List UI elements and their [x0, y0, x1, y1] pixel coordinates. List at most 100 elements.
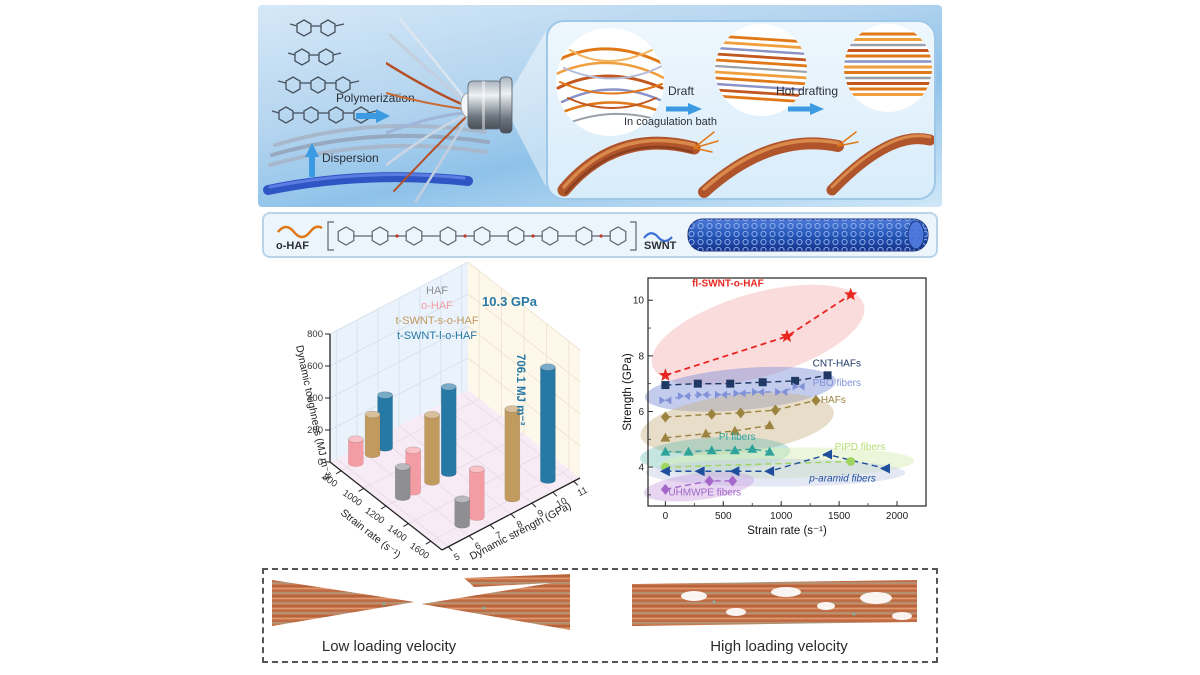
polymerization-arrow-icon	[356, 109, 390, 123]
series-line	[665, 293, 852, 377]
molecule-strip: o-HAF SWNT	[262, 212, 938, 258]
monomer-structures-diagram	[271, 19, 377, 124]
series-region	[651, 284, 865, 386]
svg-text:7: 7	[494, 530, 504, 542]
series-label: UHMWPE fibers	[668, 487, 741, 498]
svg-text:0: 0	[663, 511, 669, 522]
bar-cylinder	[440, 383, 457, 477]
series-label: PI fibers	[719, 432, 756, 443]
coagulation-label: In coagulation bath	[624, 116, 717, 128]
series-region	[643, 471, 755, 502]
extrusion-cone	[512, 31, 546, 187]
bar-cylinder	[424, 411, 440, 486]
bar-cylinder	[377, 391, 393, 452]
bar-cylinder	[364, 410, 381, 459]
swnt-label: SWNT	[644, 240, 677, 252]
loading-velocity-panel: Low loading velocity High loading veloci…	[262, 568, 938, 663]
series-label: p-aramid fibers	[808, 474, 876, 485]
svg-text:600: 600	[307, 361, 323, 372]
series-points	[659, 382, 805, 405]
series-line	[665, 460, 851, 468]
series-points	[660, 443, 775, 456]
dispersion-arrow-icon	[305, 143, 319, 177]
series-region	[644, 366, 837, 412]
svg-text:200: 200	[307, 425, 323, 436]
legend-item: HAF	[426, 285, 448, 297]
series-line	[665, 374, 828, 386]
svg-text:800: 800	[307, 329, 323, 340]
series-label: CNT-HAFs	[813, 358, 861, 369]
strength-strain-rate-svg: fl-SWNT-o-HAF CNT-HAFs PBO fibers HAFs PI fi…	[622, 277, 927, 537]
series-label: PBO fibers	[813, 378, 861, 389]
svg-text:6: 6	[638, 407, 644, 418]
drafting-panel: Draft In coagulation bath Hot drafting	[546, 20, 936, 200]
high-velocity-label: High loading velocity	[710, 638, 848, 655]
polymer-chain-structure	[327, 221, 637, 251]
svg-text:11: 11	[576, 485, 590, 499]
fiber-inset-tangled	[556, 28, 664, 136]
svg-text:400: 400	[307, 393, 323, 404]
ohaf-label: o-HAF	[276, 240, 309, 252]
legend-item: o-HAF	[421, 300, 453, 312]
series-points	[660, 394, 821, 423]
svg-text:4: 4	[638, 463, 644, 474]
series-line	[665, 453, 886, 472]
svg-text:5: 5	[452, 551, 462, 563]
legend-item: t-SWNT-s-o-HAF	[395, 315, 479, 327]
swnt-squiggle	[643, 232, 673, 243]
annotation-toughness: 706.1 MJ m⁻³	[514, 354, 526, 426]
chain-oxygen-dots	[395, 234, 603, 238]
svg-text:8: 8	[515, 519, 525, 531]
bar-cylinder	[469, 465, 485, 521]
series-points	[660, 475, 738, 495]
series-points	[661, 371, 832, 390]
spinneret-device	[460, 76, 513, 134]
bar-cylinder	[394, 463, 411, 501]
low-velocity-image	[272, 574, 570, 630]
svg-text:Strength (GPa): Strength (GPa)	[622, 353, 634, 431]
bar-cylinder	[504, 405, 521, 503]
legend-item: t-SWNT-l-o-HAF	[396, 330, 478, 342]
series-label: PIPD fibers	[835, 442, 886, 453]
dynamic-toughness-3d-chart: 0 200 400 600 800 800 1000 1200 1400 1600 5 6 7 8 9 10 1…	[266, 261, 606, 568]
svg-text:500: 500	[715, 511, 732, 522]
svg-text:9: 9	[536, 508, 546, 520]
series-label: HAFs	[821, 395, 846, 406]
series-line	[665, 424, 770, 439]
low-velocity-label: Low loading velocity	[321, 638, 457, 655]
svg-text:10: 10	[554, 496, 568, 511]
svg-text:1500: 1500	[828, 511, 851, 522]
svg-text:6: 6	[473, 540, 483, 552]
series-label: fl-SWNT-o-HAF	[692, 278, 764, 289]
svg-text:Strain rate (s⁻¹): Strain rate (s⁻¹)	[747, 525, 827, 537]
svg-text:0: 0	[318, 457, 323, 468]
spinning-process-illustration: Polymerization Dispersion	[258, 5, 942, 207]
svg-text:2000: 2000	[886, 511, 909, 522]
dispersion-graphic	[263, 123, 490, 195]
series-points	[660, 420, 775, 442]
fracture-images	[272, 574, 917, 630]
dispersion-label: Dispersion	[322, 151, 379, 165]
drafting-panel-graphics	[556, 24, 936, 198]
draft-arrow-icon	[666, 103, 702, 115]
ohaf-squiggle	[277, 225, 323, 239]
spinneret-and-streams	[386, 17, 546, 203]
strength-strain-rate-chart: fl-SWNT-o-HAF CNT-HAFs PBO fibers HAFs PI fi…	[622, 266, 944, 558]
high-velocity-image	[632, 580, 917, 626]
svg-text:8: 8	[638, 351, 644, 362]
bar-cylinder	[348, 435, 364, 467]
hot-drafting-label: Hot drafting	[776, 84, 839, 98]
series-points	[658, 287, 858, 381]
annotation-strength: 10.3 GPa	[482, 294, 537, 309]
series-points	[659, 449, 890, 477]
svg-text:1000: 1000	[770, 511, 793, 522]
nanotube-graphic	[687, 218, 929, 252]
bar-cylinder	[454, 495, 470, 529]
hot-drafting-arrow-icon	[788, 103, 824, 115]
svg-text:10: 10	[633, 296, 645, 307]
draft-label: Draft	[668, 84, 695, 98]
fiber-bundles	[557, 131, 936, 198]
molecule-strip-graphics	[277, 218, 929, 252]
